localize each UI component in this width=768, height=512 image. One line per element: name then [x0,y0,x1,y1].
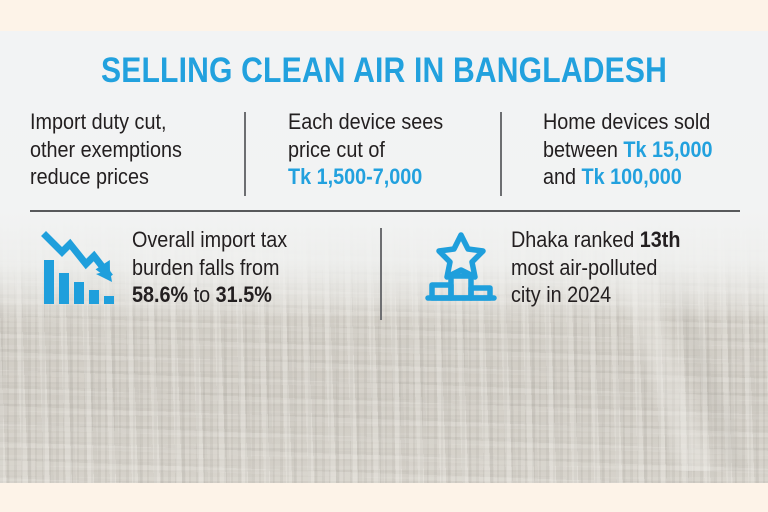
horizontal-divider [30,210,740,212]
text-line: Home devices sold [543,108,768,136]
text-segment: most air-polluted [511,254,658,280]
text-line: city in 2024 [511,281,681,309]
text-line: Import duty cut, [30,108,255,136]
text-segment: Tk 1,500-7,000 [288,164,423,189]
page-title: SELLING CLEAN AIR IN BANGLADESH [100,51,668,90]
text-segment: Overall import tax [132,227,288,252]
text-segment: Dhaka ranked [511,227,640,252]
text-line: reduce prices [30,163,255,191]
top-fact-row: Import duty cut, other exemptions reduce p… [0,108,768,198]
content-panel [0,31,768,321]
fact-tax-burden-text: Overall import tax burden falls from 58.6%… [132,226,287,309]
text-line: Each device sees [288,108,509,136]
text-segment: to [188,282,216,307]
text-segment: reduce prices [30,164,149,189]
fact-price-cut: Each device sees price cut of Tk 1,500-7,0… [288,108,509,191]
text-line: most air-polluted [511,254,681,282]
text-segment: 58.6% [132,282,189,307]
text-line: price cut of [288,136,509,164]
text-line: 58.6% to 31.5% [132,281,287,309]
fact-import-duty: Import duty cut, other exemptions reduce p… [30,108,255,191]
fact-tax-burden: Overall import tax burden falls from 58.6%… [40,226,304,309]
top-cream-band [0,0,768,31]
declining-bar-chart-icon [40,230,118,308]
text-line: other exemptions [30,136,255,164]
text-segment: price cut of [288,136,385,162]
text-line: between Tk 15,000 [543,136,768,164]
text-segment: Tk 15,000 [623,136,713,162]
vertical-divider-3 [380,228,382,320]
text-line: Dhaka ranked 13th [511,226,681,254]
text-line: and Tk 100,000 [543,163,768,191]
bottom-fact-row: Overall import tax burden falls from 58.6%… [0,226,768,321]
bottom-cream-band [0,483,768,512]
text-segment: Import duty cut, [30,109,167,134]
fact-device-price-range: Home devices sold between Tk 15,000 and Tk… [543,108,768,191]
vertical-divider-2 [500,112,502,196]
text-line: burden falls from [132,254,287,282]
text-segment: 31.5% [215,282,272,307]
text-segment: city in 2024 [511,282,612,307]
fact-dhaka-rank-text: Dhaka ranked 13th most air-polluted city i… [511,226,681,309]
fact-dhaka-rank: Dhaka ranked 13th most air-polluted city i… [425,226,699,309]
text-segment: Tk 100,000 [581,164,682,189]
text-segment: other exemptions [30,136,182,162]
podium-star-icon [425,230,497,302]
text-line: Overall import tax [132,226,287,254]
text-segment: and [543,164,582,189]
text-line: Tk 1,500-7,000 [288,163,509,191]
text-segment: Home devices sold [543,109,711,134]
text-segment: Each device sees [288,109,444,134]
vertical-divider-1 [244,112,246,196]
text-segment: between [543,136,624,162]
text-segment: burden falls from [132,254,280,280]
text-segment: 13th [639,227,681,252]
